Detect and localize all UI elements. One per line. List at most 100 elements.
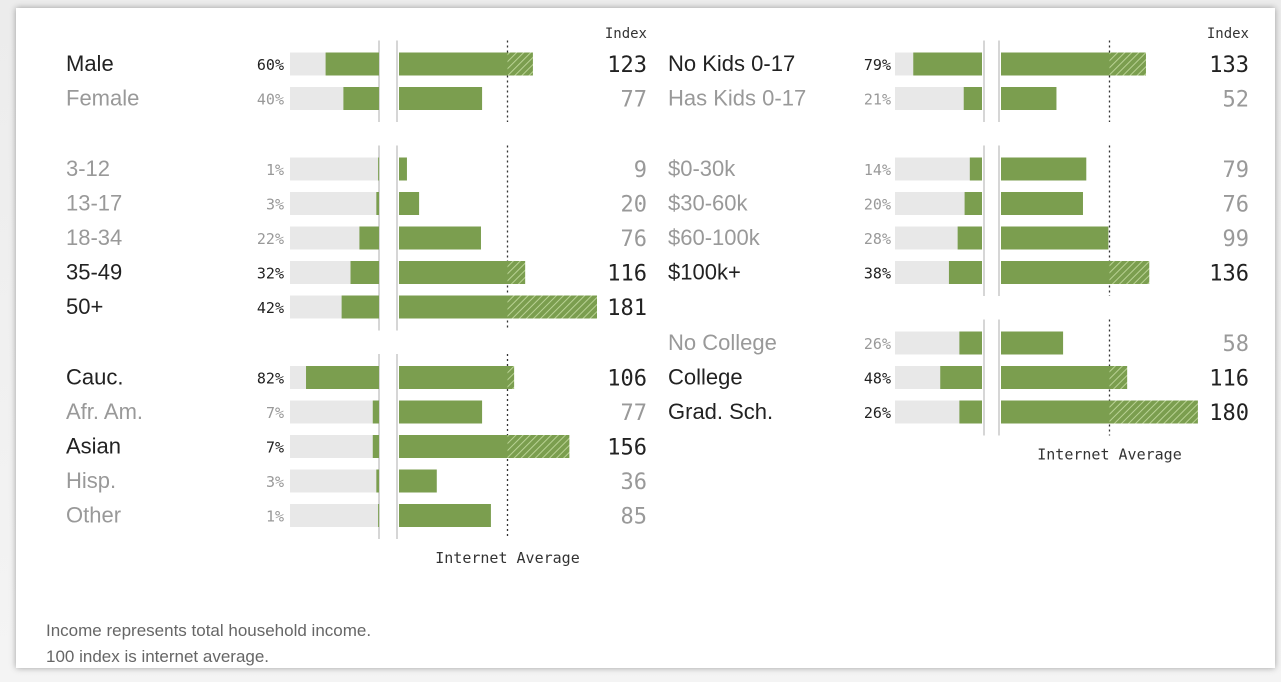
share-label: 26%: [864, 335, 891, 353]
share-bar: [959, 331, 982, 355]
category-label: College: [668, 365, 743, 390]
share-label: 22%: [257, 230, 284, 248]
index-value: 76: [621, 227, 648, 252]
index-bar-above-average: [507, 366, 515, 389]
category-label: $30-60k: [668, 191, 749, 216]
category-label: 35-49: [66, 260, 122, 285]
share-track: [290, 192, 379, 215]
index-bar: [1001, 226, 1109, 250]
category-label: Female: [66, 86, 139, 111]
index-value: 52: [1223, 88, 1250, 113]
internet-average-label-right: Internet Average: [1037, 446, 1182, 464]
share-bar: [306, 366, 379, 389]
footnotes: Income represents total household income…: [46, 618, 371, 670]
share-label: 14%: [864, 161, 891, 179]
index-bar-above-average: [507, 435, 570, 458]
share-label: 38%: [864, 265, 891, 283]
category-label: Has Kids 0-17: [668, 86, 806, 111]
share-label: 20%: [864, 196, 891, 214]
category-label: No Kids 0-17: [668, 51, 795, 76]
share-bar: [372, 400, 379, 424]
index-bar: [1001, 366, 1110, 389]
share-label: 48%: [864, 370, 891, 388]
share-bar: [359, 226, 379, 250]
category-label: Asian: [66, 434, 121, 459]
category-label: $60-100k: [668, 225, 761, 250]
share-bar: [350, 261, 379, 284]
share-label: 42%: [257, 299, 284, 317]
share-bar: [957, 226, 982, 250]
share-label: 28%: [864, 230, 891, 248]
index-value: 20: [621, 193, 648, 218]
category-label: Cauc.: [66, 365, 123, 390]
share-label: 40%: [257, 91, 284, 109]
category-label: 50+: [66, 294, 103, 319]
index-value: 76: [1223, 193, 1250, 218]
share-label: 21%: [864, 91, 891, 109]
share-label: 1%: [266, 508, 284, 526]
index-bar: [399, 192, 420, 215]
share-track: [290, 469, 379, 493]
category-label: Hisp.: [66, 468, 116, 493]
footnote-income: Income represents total household income…: [46, 621, 372, 640]
index-bar: [1001, 400, 1110, 424]
index-value: 58: [1223, 332, 1250, 357]
category-label: $0-30k: [668, 156, 736, 181]
share-bar: [959, 400, 982, 424]
share-bar: [343, 87, 379, 110]
share-bar: [948, 261, 982, 284]
index-bar-above-average: [1109, 52, 1146, 76]
index-bar: [1001, 331, 1064, 355]
category-label: No College: [668, 330, 777, 355]
index-bar: [399, 157, 407, 181]
index-value: 106: [607, 367, 647, 392]
index-bar-above-average: [1109, 400, 1198, 424]
share-bar: [372, 435, 379, 458]
share-bar: [963, 87, 982, 110]
index-value: 99: [1223, 227, 1250, 252]
category-label: Grad. Sch.: [668, 399, 773, 424]
share-label: 7%: [266, 404, 284, 422]
share-label: 79%: [864, 56, 891, 74]
index-bar: [1001, 261, 1110, 284]
share-bar: [913, 52, 982, 76]
index-bar-above-average: [507, 261, 526, 284]
index-header-left: Index: [605, 26, 647, 42]
index-value: 133: [1209, 53, 1249, 78]
share-track: [290, 157, 379, 181]
index-value: 36: [621, 470, 648, 495]
demographics-panel: Male 60% 123 Female 40% 77 3-12 1% 9 13-17 3% 20 18-…: [16, 8, 1275, 668]
index-bar: [399, 366, 508, 389]
category-label: $100k+: [668, 260, 741, 285]
share-bar: [964, 192, 982, 215]
share-track: [290, 504, 379, 527]
index-header-right: Index: [1207, 26, 1249, 42]
share-label: 7%: [266, 439, 284, 457]
share-bar: [940, 366, 982, 389]
index-value: 79: [1223, 158, 1250, 183]
share-bar: [376, 192, 379, 215]
index-bar: [399, 87, 483, 110]
index-bar-above-average: [1109, 366, 1128, 389]
share-track: [895, 192, 982, 215]
share-label: 26%: [864, 404, 891, 422]
index-value: 85: [621, 505, 648, 530]
share-label: 82%: [257, 370, 284, 388]
share-track: [290, 400, 379, 424]
category-label: 18-34: [66, 225, 122, 250]
category-label: 13-17: [66, 191, 122, 216]
index-value: 136: [1209, 262, 1249, 287]
share-track: [290, 226, 379, 250]
share-track: [290, 435, 379, 458]
share-label: 60%: [257, 56, 284, 74]
index-bar: [1001, 87, 1057, 110]
index-bar: [1001, 192, 1083, 215]
index-bar-above-average: [507, 52, 533, 76]
index-value: 181: [607, 296, 647, 321]
index-bar: [1001, 157, 1087, 181]
index-bar: [1001, 52, 1110, 76]
footnote-index: 100 index is internet average.: [46, 647, 270, 666]
share-track: [895, 157, 982, 181]
category-label: 3-12: [66, 156, 110, 181]
index-bar: [399, 435, 508, 458]
